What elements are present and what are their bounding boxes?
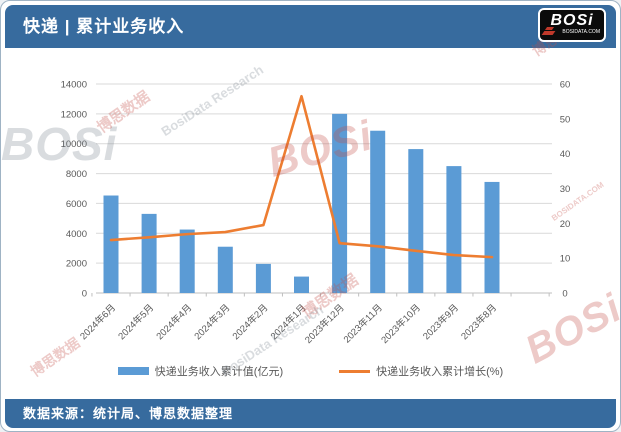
x-axis-label: 2024年2月 — [230, 302, 271, 343]
x-axis-label: 2024年6月 — [78, 302, 119, 343]
left-axis-tick-label: 6000 — [66, 199, 87, 210]
bar-2023年9月 — [446, 166, 462, 293]
x-axis-label: 2024年3月 — [192, 302, 233, 343]
bar-2024年2月 — [255, 263, 271, 293]
legend-item-line: 快递业务收入累计增长(%) — [339, 363, 503, 379]
bar-2023年10月 — [408, 149, 424, 293]
header-bar: 快递 | 累计业务收入 — [5, 5, 616, 48]
bar-2024年5月 — [141, 213, 157, 293]
left-axis-tick-label: 10000 — [61, 139, 87, 150]
left-axis-tick-label: 0 — [82, 289, 87, 300]
right-axis-tick-label: 50 — [560, 114, 571, 125]
x-axis-label: 2024年4月 — [154, 302, 195, 343]
bosi-logo-domain: BOSIDATA.COM — [562, 29, 600, 35]
x-axis-label: 2023年8月 — [459, 302, 500, 343]
x-axis-label: 2023年11月 — [341, 302, 385, 346]
chart-legend: 快递业务收入累计值(亿元) 快递业务收入累计增长(%) — [1, 363, 620, 379]
line-series-swatch — [339, 369, 371, 373]
bar-2024年3月 — [217, 246, 233, 293]
right-axis-tick-label: 20 — [560, 219, 571, 230]
bosi-logo: BOSi BOSIDATA.COM — [538, 8, 606, 42]
bar-2023年11月 — [370, 130, 386, 293]
right-axis-tick-label: 40 — [560, 149, 571, 160]
x-axis-label: 2024年5月 — [116, 302, 157, 343]
x-axis-label: 2023年12月 — [302, 302, 346, 346]
page-title: 快递 | 累计业务收入 — [23, 17, 185, 36]
line-series-label: 快递业务收入累计增长(%) — [376, 366, 504, 378]
x-axis-label: 2023年9月 — [420, 302, 461, 343]
bar-series-label: 快递业务收入累计值(亿元) — [154, 366, 284, 378]
bar-2023年8月 — [484, 181, 500, 293]
growth-line — [109, 94, 494, 259]
bosi-logo-text: BOSi — [550, 12, 594, 29]
legend-item-bar: 快递业务收入累计值(亿元) — [117, 363, 284, 379]
bar-series-swatch — [117, 367, 149, 375]
x-axis-label: 2023年10月 — [379, 302, 423, 346]
left-axis-tick-label: 2000 — [66, 259, 87, 270]
left-axis-tick-label: 12000 — [61, 109, 87, 120]
bar-2024年4月 — [179, 229, 195, 293]
left-axis-tick-label: 14000 — [61, 80, 87, 91]
right-axis-tick-label: 10 — [560, 254, 571, 265]
right-axis-tick-label: 60 — [560, 80, 571, 91]
right-axis-tick-label: 30 — [560, 184, 571, 195]
bar-2023年12月 — [332, 113, 348, 293]
left-axis-tick-label: 8000 — [66, 169, 87, 180]
bar-2024年6月 — [103, 195, 119, 293]
footer-bar: 数据来源：统计局、博思数据整理 — [5, 399, 616, 428]
x-axis-label: 2024年1月 — [268, 302, 309, 343]
data-source-text: 数据来源：统计局、博思数据整理 — [23, 406, 234, 421]
left-axis-tick-label: 4000 — [66, 229, 87, 240]
right-axis-tick-label: 0 — [562, 289, 567, 300]
bar-2024年1月 — [294, 276, 309, 293]
